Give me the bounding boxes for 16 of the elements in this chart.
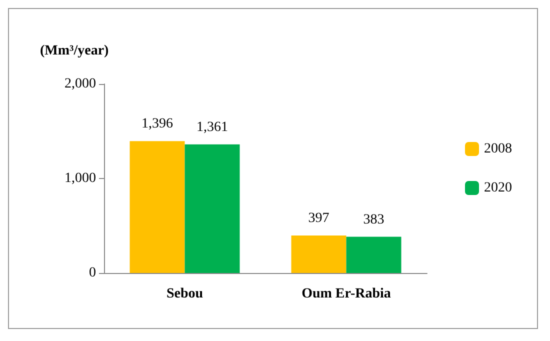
y-axis-title: (Mm³/year) [40,44,110,58]
data-label: 383 [363,212,384,228]
x-tick-label: Oum Er-Rabia [302,286,391,302]
bar [291,235,346,273]
bar [184,144,240,273]
y-tick-label: 1,000 [64,171,96,186]
x-tick-label: Sebou [166,286,204,302]
y-tick-label: 0 [89,266,96,280]
bar [346,236,402,273]
data-label: 1,396 [142,116,173,132]
y-tick-label: 2,000 [64,76,96,92]
bar [130,141,185,273]
legend-label: 2008 [484,142,512,156]
data-label: 1,361 [196,120,228,135]
legend-label: 2020 [484,180,512,196]
data-label: 397 [308,210,330,226]
